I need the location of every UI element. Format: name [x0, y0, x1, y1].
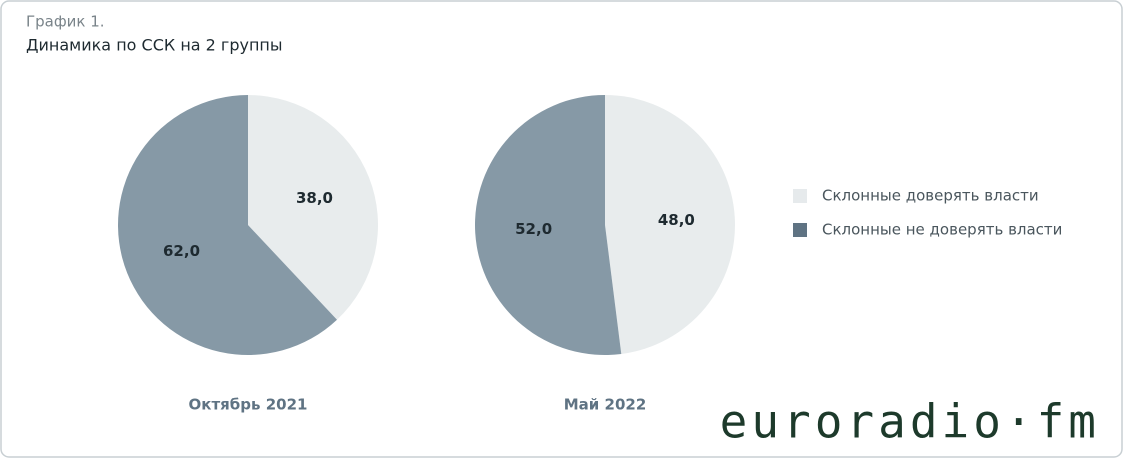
pie-title: Май 2022	[564, 396, 647, 414]
legend-label: Склонные доверять власти	[822, 187, 1039, 205]
pie-slice	[475, 95, 622, 355]
legend-swatch	[793, 189, 807, 203]
legend-swatch	[793, 223, 807, 237]
legend-label: Склонные не доверять власти	[822, 221, 1062, 239]
pie-slice	[605, 95, 736, 354]
kicker: График 1.	[26, 13, 105, 31]
value-label: 48,0	[658, 211, 695, 229]
value-label: 62,0	[163, 242, 200, 260]
logo: euroradio·fm	[720, 395, 1100, 449]
value-label: 38,0	[296, 189, 333, 207]
pie-slice	[118, 95, 337, 355]
chart-title: Динамика по ССК на 2 группы	[26, 36, 283, 55]
value-label: 52,0	[515, 220, 552, 238]
pie-slice	[248, 95, 379, 320]
pie-title: Октябрь 2021	[189, 396, 308, 414]
